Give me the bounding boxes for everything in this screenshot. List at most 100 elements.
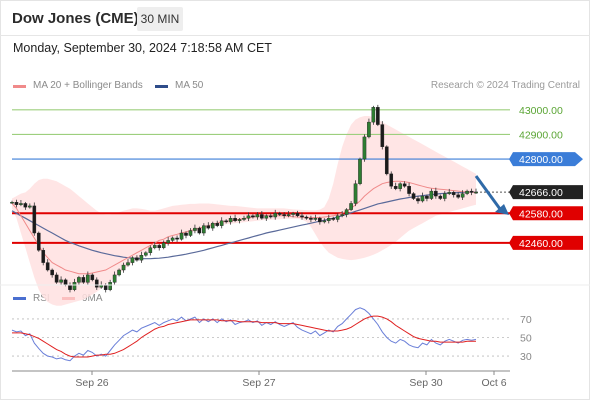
ma50-legend-swatch (155, 85, 168, 88)
rsi-ma-line (12, 315, 476, 358)
candle (54, 274, 59, 283)
candle (68, 284, 72, 290)
candle (451, 192, 456, 196)
candle (349, 203, 353, 210)
candle (81, 277, 86, 283)
candle (59, 279, 63, 283)
ma20-legend-label: MA 20 + Bollinger Bands (33, 80, 143, 91)
candle (135, 257, 139, 261)
candle (197, 227, 202, 234)
candle (291, 213, 295, 215)
candle (282, 214, 286, 216)
candle (139, 255, 144, 261)
x-axis-label: Oct 6 (481, 377, 506, 389)
x-axis-label: Sep 26 (75, 377, 108, 389)
candle (340, 214, 344, 216)
candle (456, 194, 460, 198)
candle (193, 227, 197, 231)
datetime-label: Monday, September 30, 2024 7:18:58 AM CE… (13, 41, 272, 55)
level-label-43000: 43000.00 (519, 105, 563, 117)
level-tag-42580 (509, 206, 583, 221)
candle (429, 190, 434, 199)
candle (318, 218, 322, 223)
candle (86, 274, 90, 283)
candle (326, 218, 331, 221)
candle (130, 257, 135, 263)
candle (425, 195, 429, 199)
candle (144, 252, 148, 256)
candle (14, 202, 19, 205)
rsi-line (11, 307, 477, 362)
candle (442, 193, 447, 199)
candle (152, 245, 157, 249)
candle (246, 215, 251, 219)
candle (295, 213, 300, 216)
candle (438, 195, 443, 199)
candle (188, 230, 193, 236)
candle (179, 232, 184, 240)
candle (126, 262, 130, 266)
candle (380, 124, 385, 147)
ma50-legend-label: MA 50 (175, 80, 204, 91)
candle (72, 282, 77, 290)
candle (447, 192, 452, 194)
candle (268, 215, 273, 218)
candle (362, 136, 367, 160)
candle (344, 209, 349, 215)
level-tag-42460 (509, 235, 583, 250)
candle (402, 183, 407, 187)
rsi-tick-70: 70 (520, 314, 532, 326)
candle (215, 222, 220, 226)
candle (233, 218, 237, 221)
candle (228, 218, 233, 223)
candle (398, 183, 402, 189)
credit-label: Research © 2024 Trading Central (430, 80, 580, 91)
candle (170, 237, 175, 241)
candle (210, 222, 215, 229)
candle (286, 214, 291, 216)
candle (331, 218, 336, 220)
candle (407, 185, 411, 194)
x-axis-label: Sep 30 (409, 377, 442, 389)
candle (112, 274, 117, 283)
candle (242, 218, 246, 220)
candle (63, 279, 68, 285)
candle (45, 262, 50, 271)
candle (460, 193, 465, 198)
candle (434, 190, 438, 197)
candle (90, 274, 95, 281)
candle (255, 214, 260, 218)
level-label-42460: 42460.00 (519, 238, 563, 250)
candle (371, 107, 376, 123)
forecast-arrow (474, 175, 502, 210)
instrument-title: Dow Jones (CME) (12, 10, 139, 27)
candle (108, 282, 112, 290)
candle (420, 195, 425, 202)
candle (121, 264, 126, 271)
candle (393, 185, 398, 189)
candle (389, 173, 394, 187)
level-label-42800: 42800.00 (519, 154, 563, 166)
candle (474, 191, 478, 194)
candle (184, 232, 188, 236)
header-divider (0, 35, 590, 36)
candle (32, 205, 37, 234)
candle (10, 202, 14, 204)
timeframe-button[interactable]: 30 MIN (137, 7, 183, 31)
candle (237, 219, 242, 221)
level-label-42900: 42900.00 (519, 129, 563, 141)
candle (313, 218, 318, 220)
candle (36, 232, 41, 251)
candle (264, 215, 269, 219)
candle (94, 279, 99, 288)
level-tag-42666 (509, 185, 583, 200)
level-label-42666: 42666.00 (519, 187, 563, 199)
forecast-arrowhead (495, 204, 509, 215)
candle (206, 225, 211, 229)
candle (23, 203, 28, 208)
candle (103, 284, 108, 290)
ma20-legend-swatch (13, 85, 26, 88)
candle (175, 237, 179, 240)
candle (416, 198, 420, 202)
candle (277, 213, 282, 215)
